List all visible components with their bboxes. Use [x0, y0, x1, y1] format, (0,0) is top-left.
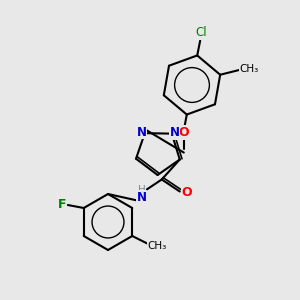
- Text: H: H: [138, 185, 146, 196]
- Text: N: N: [170, 126, 180, 139]
- Text: N: N: [137, 191, 147, 204]
- Text: CH₃: CH₃: [240, 64, 259, 74]
- Text: CH₃: CH₃: [148, 241, 167, 251]
- Text: O: O: [182, 186, 192, 199]
- Text: Cl: Cl: [195, 26, 207, 39]
- Text: O: O: [178, 126, 189, 139]
- Text: N: N: [137, 126, 147, 139]
- Text: F: F: [58, 197, 66, 211]
